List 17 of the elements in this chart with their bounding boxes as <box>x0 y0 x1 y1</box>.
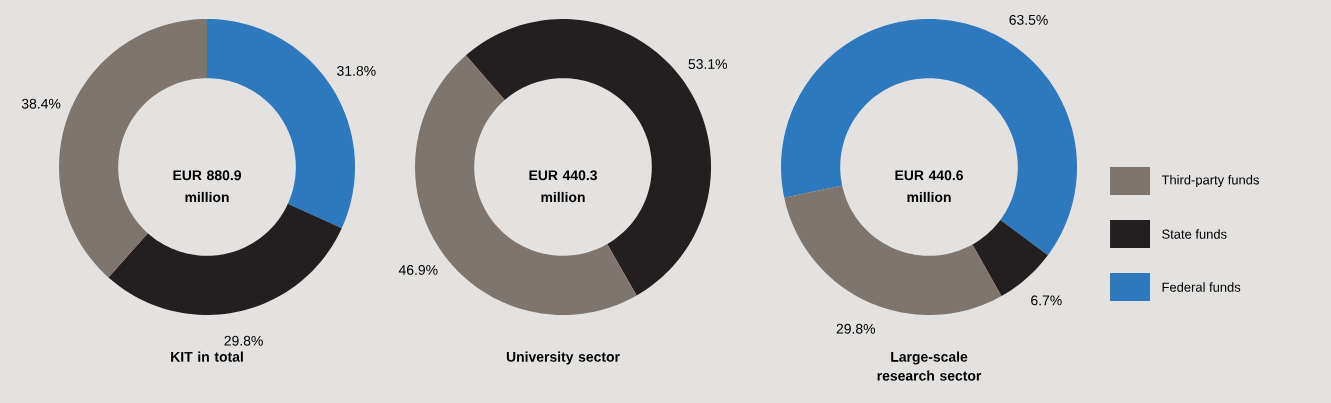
legend-label: Third-party funds <box>1161 174 1259 188</box>
text: University sector <box>506 351 620 365</box>
data-label: 29.8% <box>224 335 263 346</box>
text: KIT in total <box>171 351 243 362</box>
data-label: 63.5% <box>1009 14 1048 25</box>
legend-label: State funds <box>1162 229 1227 239</box>
data-label: 29.8% <box>836 323 876 334</box>
text: Large-scale research sector <box>877 351 982 381</box>
data-label: 53.1% <box>688 59 728 69</box>
legend-label: Federal funds <box>1162 282 1241 292</box>
text: EUR 880.9 million <box>173 170 241 203</box>
data-label: 46.9% <box>398 264 438 275</box>
data-label: 6.7% <box>1031 295 1062 306</box>
data-label: 38.4% <box>21 98 61 109</box>
data-label: 31.8% <box>337 65 376 76</box>
text: EUR 440.3 million <box>529 170 597 203</box>
text: EUR 440.6 million <box>895 170 963 203</box>
